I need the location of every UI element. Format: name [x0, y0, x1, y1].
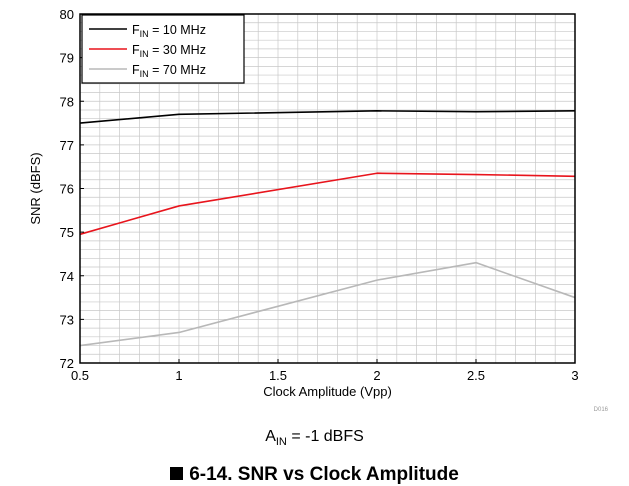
series-line	[79, 261, 576, 347]
x-axis-label: Clock Amplitude (Vpp)	[263, 384, 392, 399]
document-id-label: D016	[594, 407, 609, 413]
series-lines	[79, 110, 576, 347]
snr-chart: 0.5 1 1.5 2 2.5 3 72 73 74 75 76 77 78 79 80 Clock Am…	[28, 7, 609, 413]
figure-title: 6-14. SNR vs Clock Amplitude	[0, 464, 629, 486]
y-tick-label: 78	[60, 94, 74, 109]
y-tick-label: 74	[60, 269, 74, 284]
legend-label: FIN = 30 MHz	[132, 43, 206, 59]
legend: FIN = 10 MHz FIN = 30 MHz FIN = 70 MHz	[81, 14, 245, 84]
caption-rest: = -1 dBFS	[286, 428, 364, 445]
x-tick-label: 0.5	[71, 368, 89, 383]
y-tick-label: 80	[60, 7, 74, 22]
x-tick-label: 2.5	[467, 368, 485, 383]
x-tick-label: 1.5	[269, 368, 287, 383]
y-tick-label: 76	[60, 182, 74, 197]
grid-lines	[79, 13, 576, 364]
y-tick-label: 79	[60, 51, 74, 66]
series-line	[79, 110, 576, 124]
y-tick-labels: 72 73 74 75 76 77 78 79 80	[60, 7, 74, 371]
x-tick-label: 3	[571, 368, 578, 383]
series-line	[79, 172, 576, 236]
y-tick-label: 72	[60, 356, 74, 371]
square-icon	[170, 467, 184, 480]
y-axis-label: SNR (dBFS)	[28, 152, 43, 224]
chart-caption: AIN = -1 dBFS	[0, 428, 629, 448]
x-tick-label: 2	[373, 368, 380, 383]
x-tick-labels: 0.5 1 1.5 2 2.5 3	[71, 368, 579, 383]
legend-label: FIN = 10 MHz	[132, 23, 206, 39]
tick-marks	[79, 13, 576, 364]
caption-sub: IN	[275, 436, 287, 449]
legend-label: FIN = 70 MHz	[132, 63, 206, 79]
x-tick-label: 1	[175, 368, 182, 383]
legend-box	[81, 14, 245, 84]
y-tick-label: 77	[60, 138, 74, 153]
caption-main: A	[265, 428, 276, 445]
y-tick-label: 75	[60, 225, 74, 240]
figure-title-text: 6-14. SNR vs Clock Amplitude	[189, 464, 459, 485]
y-tick-label: 73	[60, 312, 74, 327]
